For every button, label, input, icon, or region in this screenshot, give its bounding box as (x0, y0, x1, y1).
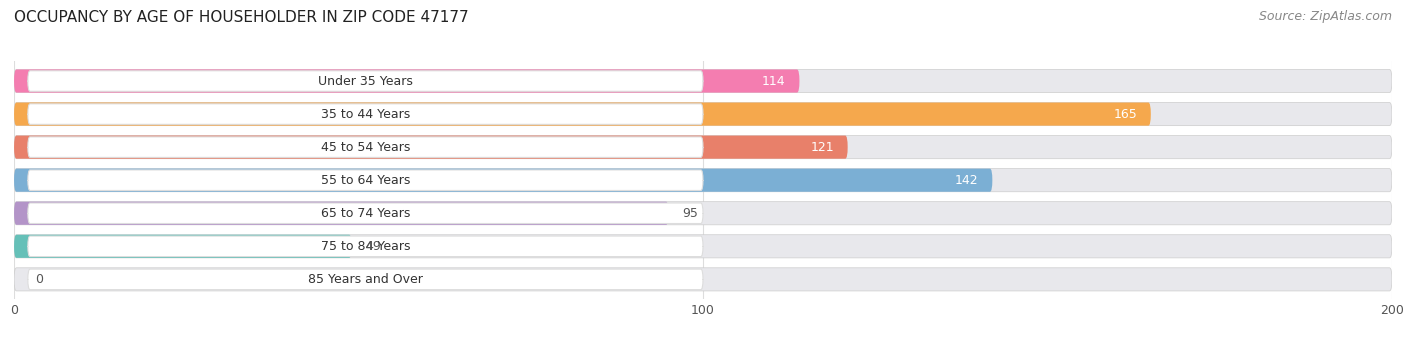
Text: Under 35 Years: Under 35 Years (318, 74, 413, 87)
FancyBboxPatch shape (14, 202, 1392, 225)
FancyBboxPatch shape (28, 104, 703, 124)
FancyBboxPatch shape (14, 202, 669, 225)
FancyBboxPatch shape (28, 71, 703, 91)
FancyBboxPatch shape (14, 235, 1392, 258)
Text: 121: 121 (810, 141, 834, 154)
Text: 55 to 64 Years: 55 to 64 Years (321, 174, 411, 187)
FancyBboxPatch shape (14, 103, 1152, 126)
Text: 114: 114 (762, 74, 786, 87)
FancyBboxPatch shape (14, 69, 800, 92)
Text: 85 Years and Over: 85 Years and Over (308, 273, 423, 286)
Text: 75 to 84 Years: 75 to 84 Years (321, 240, 411, 253)
Text: 35 to 44 Years: 35 to 44 Years (321, 107, 411, 121)
FancyBboxPatch shape (28, 269, 703, 290)
Text: 95: 95 (682, 207, 699, 220)
Text: 49: 49 (366, 240, 381, 253)
FancyBboxPatch shape (14, 169, 993, 192)
FancyBboxPatch shape (14, 136, 1392, 159)
Text: OCCUPANCY BY AGE OF HOUSEHOLDER IN ZIP CODE 47177: OCCUPANCY BY AGE OF HOUSEHOLDER IN ZIP C… (14, 10, 468, 25)
FancyBboxPatch shape (28, 137, 703, 157)
FancyBboxPatch shape (14, 169, 1392, 192)
FancyBboxPatch shape (14, 235, 352, 258)
FancyBboxPatch shape (14, 268, 1392, 291)
FancyBboxPatch shape (28, 170, 703, 190)
Text: Source: ZipAtlas.com: Source: ZipAtlas.com (1258, 10, 1392, 23)
Text: 165: 165 (1114, 107, 1137, 121)
Text: 0: 0 (35, 273, 42, 286)
FancyBboxPatch shape (14, 103, 1392, 126)
FancyBboxPatch shape (28, 203, 703, 223)
Text: 65 to 74 Years: 65 to 74 Years (321, 207, 411, 220)
FancyBboxPatch shape (14, 69, 1392, 92)
Text: 45 to 54 Years: 45 to 54 Years (321, 141, 411, 154)
FancyBboxPatch shape (28, 236, 703, 257)
FancyBboxPatch shape (14, 136, 848, 159)
Text: 142: 142 (955, 174, 979, 187)
